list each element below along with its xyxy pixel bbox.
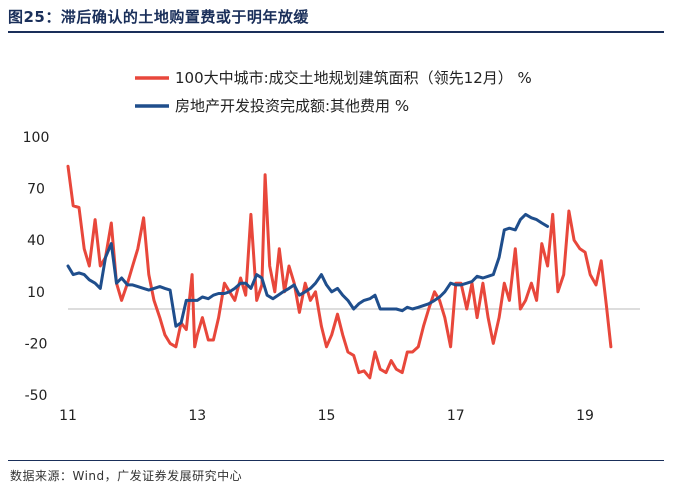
y-tick-label: 10 <box>27 285 45 301</box>
y-tick-label: 100 <box>23 130 50 146</box>
x-tick-label: 13 <box>188 408 206 424</box>
y-tick-label: -20 <box>25 336 48 352</box>
x-tick-label: 11 <box>59 408 77 424</box>
line-chart: 100大中城市:成交土地规划建筑面积（领先12月） % 房地产开发投资完成额:其… <box>23 69 640 424</box>
x-tick-label: 15 <box>318 408 336 424</box>
footer-divider <box>8 460 664 461</box>
legend: 100大中城市:成交土地规划建筑面积（领先12月） % 房地产开发投资完成额:其… <box>135 69 532 115</box>
x-tick-label: 19 <box>576 408 594 424</box>
figure-title: 图25：滞后确认的土地购置费或于明年放缓 <box>8 8 309 26</box>
x-tick-label: 17 <box>447 408 465 424</box>
legend-label-land-area: 100大中城市:成交土地规划建筑面积（领先12月） % <box>175 69 532 87</box>
legend-label-other-costs: 房地产开发投资完成额:其他费用 % <box>175 97 409 115</box>
title-divider <box>8 31 664 33</box>
y-tick-label: 40 <box>27 233 45 249</box>
y-tick-label: -50 <box>25 388 48 404</box>
series-line-land-area <box>66 164 613 380</box>
y-tick-label: 70 <box>27 182 45 198</box>
series-group <box>66 164 613 380</box>
source-note: 数据来源：Wind，广发证券发展研究中心 <box>10 469 243 483</box>
series-line-other-costs <box>66 212 550 328</box>
